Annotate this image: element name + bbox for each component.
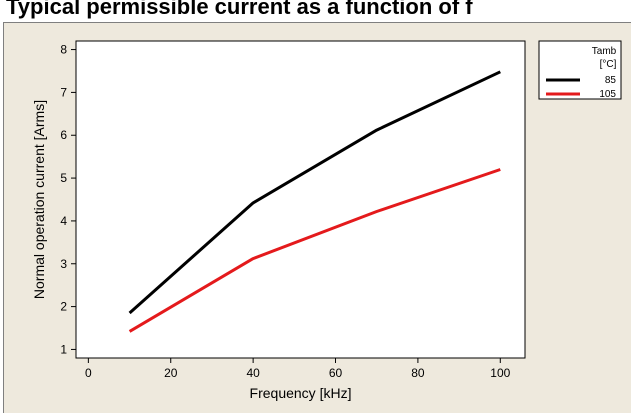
series-line-85 bbox=[128, 70, 501, 315]
y-tick-label-5: 6 bbox=[60, 128, 67, 142]
y-tick-label-2: 3 bbox=[60, 257, 67, 271]
plot-area bbox=[75, 40, 526, 359]
series-line-105 bbox=[128, 168, 501, 333]
y-tick-label-7: 8 bbox=[60, 43, 67, 57]
y-tick-label-3: 4 bbox=[60, 214, 67, 228]
legend-label-105: 105 bbox=[599, 89, 616, 100]
axis-ticks: 0 20 40 60 80 100 1 2 3 4 5 6 7 8 bbox=[60, 43, 510, 380]
x-tick-label-1: 20 bbox=[164, 366, 178, 380]
legend-box bbox=[538, 40, 622, 100]
chart-panel: 0 20 40 60 80 100 1 2 3 4 5 6 7 8 Frequency [kHz] Nor… bbox=[3, 22, 631, 413]
x-tick-label-3: 60 bbox=[329, 366, 343, 380]
y-tick-label-4: 5 bbox=[60, 171, 67, 185]
legend-unit: [°C] bbox=[600, 59, 617, 70]
y-tick-label-6: 7 bbox=[60, 85, 67, 99]
x-tick-label-2: 40 bbox=[246, 366, 260, 380]
legend-title: Tamb bbox=[592, 46, 617, 57]
x-tick-label-0: 0 bbox=[85, 366, 92, 380]
series-lines bbox=[128, 70, 501, 333]
chart-title: Typical permissible current as a functio… bbox=[6, 0, 473, 19]
y-tick-label-0: 1 bbox=[60, 342, 67, 356]
legend: Tamb [°C] 85 105 bbox=[538, 40, 622, 100]
x-axis-label: Frequency [kHz] bbox=[250, 385, 352, 401]
legend-label-85: 85 bbox=[605, 75, 617, 86]
x-tick-label-5: 100 bbox=[490, 366, 510, 380]
y-tick-label-1: 2 bbox=[60, 300, 67, 314]
y-axis-label: Normal operation current [Arms] bbox=[31, 100, 47, 299]
x-tick-label-4: 80 bbox=[411, 366, 425, 380]
chart-svg: 0 20 40 60 80 100 1 2 3 4 5 6 7 8 Frequency [kHz] Nor… bbox=[31, 40, 622, 401]
